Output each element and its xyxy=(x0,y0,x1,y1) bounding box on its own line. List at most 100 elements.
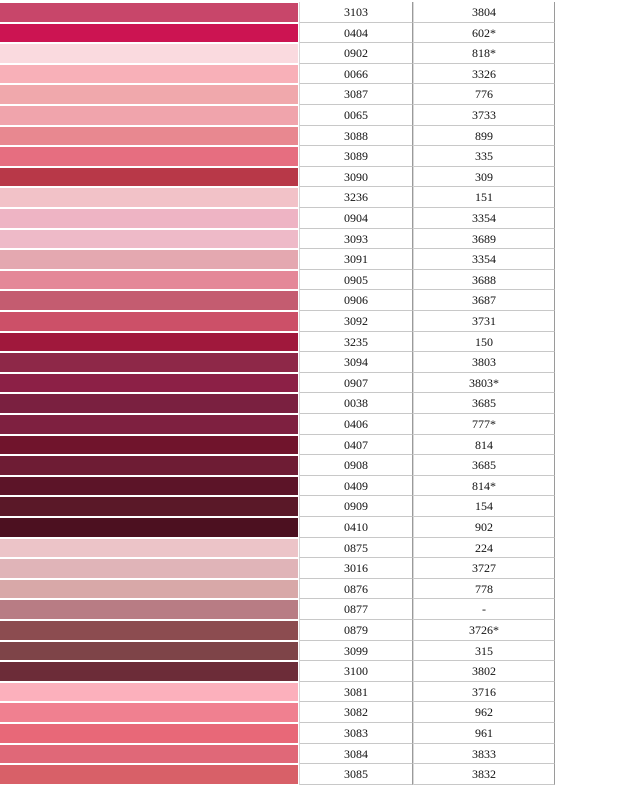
color-swatch xyxy=(0,353,298,372)
code-b: 3726* xyxy=(413,620,555,641)
code-a: 0065 xyxy=(299,105,413,126)
color-swatch xyxy=(0,394,298,413)
code-a: 3100 xyxy=(299,661,413,682)
table-row: 0907 3803* xyxy=(0,372,556,394)
color-swatch xyxy=(0,662,298,681)
code-b: 776 xyxy=(413,84,555,105)
code-b: 335 xyxy=(413,146,555,167)
color-swatch xyxy=(0,44,298,63)
code-a: 3085 xyxy=(299,764,413,785)
code-b: 3832 xyxy=(413,764,555,785)
code-b: 3716 xyxy=(413,681,555,703)
code-b: 154 xyxy=(413,496,555,517)
table-row: 3090 309 xyxy=(0,166,556,188)
color-swatch xyxy=(0,188,298,207)
table-row: 3103 3804 xyxy=(0,2,556,23)
table-row: 0906 3687 xyxy=(0,290,556,311)
code-a: 0876 xyxy=(299,578,413,600)
table-row: 3083 961 xyxy=(0,723,556,744)
color-swatch xyxy=(0,435,298,455)
code-a: 0909 xyxy=(299,496,413,517)
color-swatch xyxy=(0,106,298,125)
code-a: 0907 xyxy=(299,372,413,394)
code-b: 3802 xyxy=(413,661,555,682)
table-row: 0876 778 xyxy=(0,578,556,600)
code-b: 3803* xyxy=(413,372,555,394)
code-a: 0406 xyxy=(299,414,413,435)
color-swatch xyxy=(0,291,298,310)
table-row: 0404 602* xyxy=(0,22,556,44)
code-a: 3091 xyxy=(299,249,413,270)
code-a: 0407 xyxy=(299,434,413,456)
color-swatch xyxy=(0,415,298,434)
code-b: 3689 xyxy=(413,228,555,250)
table-row: 0904 3354 xyxy=(0,208,556,229)
code-b: 814* xyxy=(413,475,555,497)
code-a: 0409 xyxy=(299,475,413,497)
table-row: 3236 151 xyxy=(0,187,556,208)
code-b: 309 xyxy=(413,166,555,188)
color-swatch xyxy=(0,724,298,743)
code-b: 902 xyxy=(413,517,555,538)
table-row: 0879 3726* xyxy=(0,620,556,641)
table-row: 0905 3688 xyxy=(0,269,556,291)
code-b: 3685 xyxy=(413,393,555,414)
code-a: 3087 xyxy=(299,84,413,105)
code-a: 0875 xyxy=(299,537,413,559)
table-row: 3091 3354 xyxy=(0,249,556,270)
code-b: 224 xyxy=(413,537,555,559)
code-b: 778 xyxy=(413,578,555,600)
color-swatch xyxy=(0,209,298,228)
color-swatch xyxy=(0,312,298,331)
code-b: 3727 xyxy=(413,558,555,579)
color-swatch xyxy=(0,641,298,661)
code-a: 0877 xyxy=(299,599,413,620)
code-a: 0904 xyxy=(299,208,413,229)
code-b: 3354 xyxy=(413,249,555,270)
code-a: 3016 xyxy=(299,558,413,579)
color-swatch xyxy=(0,765,298,784)
code-b: 3733 xyxy=(413,105,555,126)
table-row: 3082 962 xyxy=(0,702,556,723)
table-row: 0909 154 xyxy=(0,496,556,517)
code-b: 3833 xyxy=(413,743,555,765)
color-swatch xyxy=(0,167,298,187)
code-b: 3326 xyxy=(413,63,555,85)
code-a: 0410 xyxy=(299,517,413,538)
color-swatch xyxy=(0,518,298,537)
code-a: 0905 xyxy=(299,269,413,291)
code-a: 0038 xyxy=(299,393,413,414)
color-swatch xyxy=(0,373,298,393)
color-swatch xyxy=(0,456,298,475)
table-row: 3081 3716 xyxy=(0,681,556,703)
code-b: 3687 xyxy=(413,290,555,311)
table-row: 0065 3733 xyxy=(0,105,556,126)
code-b: 962 xyxy=(413,702,555,723)
color-swatch xyxy=(0,64,298,84)
code-b: - xyxy=(413,599,555,620)
color-swatch xyxy=(0,23,298,43)
code-a: 3099 xyxy=(299,640,413,662)
code-a: 0908 xyxy=(299,455,413,476)
table-row: 3093 3689 xyxy=(0,228,556,250)
color-swatch xyxy=(0,497,298,516)
color-swatch xyxy=(0,85,298,104)
table-row: 0908 3685 xyxy=(0,455,556,476)
color-swatch xyxy=(0,579,298,599)
table-row: 3088 899 xyxy=(0,125,556,147)
code-a: 0066 xyxy=(299,63,413,85)
code-a: 3082 xyxy=(299,702,413,723)
code-a: 3090 xyxy=(299,166,413,188)
code-b: 3804 xyxy=(413,2,555,23)
color-swatch xyxy=(0,600,298,619)
code-b: 814 xyxy=(413,434,555,456)
code-a: 3089 xyxy=(299,146,413,167)
color-swatch xyxy=(0,3,298,22)
table-row: 3100 3802 xyxy=(0,661,556,682)
table-row: 0877- xyxy=(0,599,556,620)
code-b: 3685 xyxy=(413,455,555,476)
table-row: 3084 3833 xyxy=(0,743,556,765)
table-row: 3085 3832 xyxy=(0,764,556,785)
code-a: 3235 xyxy=(299,331,413,353)
